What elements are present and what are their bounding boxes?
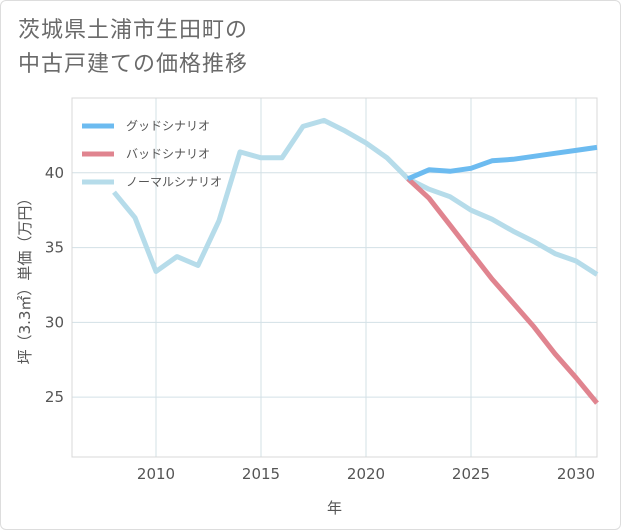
title-line-2: 中古戸建ての価格推移 (18, 52, 249, 77)
plot-area (71, 97, 598, 458)
y-tick-label: 25 (45, 388, 64, 406)
series-layer (112, 117, 599, 405)
legend-label: バッドシナリオ (126, 147, 210, 161)
grid (72, 98, 597, 457)
tick-labels: 2010 2015 2020 2025 2030 25 30 35 40 (45, 164, 595, 483)
y-tick-label: 35 (45, 239, 64, 257)
x-tick-label: 2020 (347, 465, 385, 483)
y-tick-label: 40 (45, 164, 64, 182)
x-tick-label: 2010 (137, 465, 175, 483)
legend-label: ノーマルシナリオ (126, 175, 222, 189)
chart-title: 茨城県土浦市生田町の 中古戸建ての価格推移 (18, 14, 248, 82)
series-line-0 (407, 144, 598, 182)
series-line-1 (406, 176, 599, 405)
series-line-2 (112, 117, 599, 277)
x-tick-label: 2015 (242, 465, 280, 483)
y-tick-label: 30 (45, 313, 64, 331)
legend-label: グッドシナリオ (126, 119, 210, 133)
x-axis-label: 年 (327, 499, 342, 517)
x-tick-label: 2030 (557, 465, 595, 483)
x-tick-label: 2025 (452, 465, 490, 483)
y-axis-label: 坪（3.3㎡）単価（万円） (16, 191, 34, 365)
title-line-1: 茨城県土浦市生田町の (18, 18, 249, 43)
